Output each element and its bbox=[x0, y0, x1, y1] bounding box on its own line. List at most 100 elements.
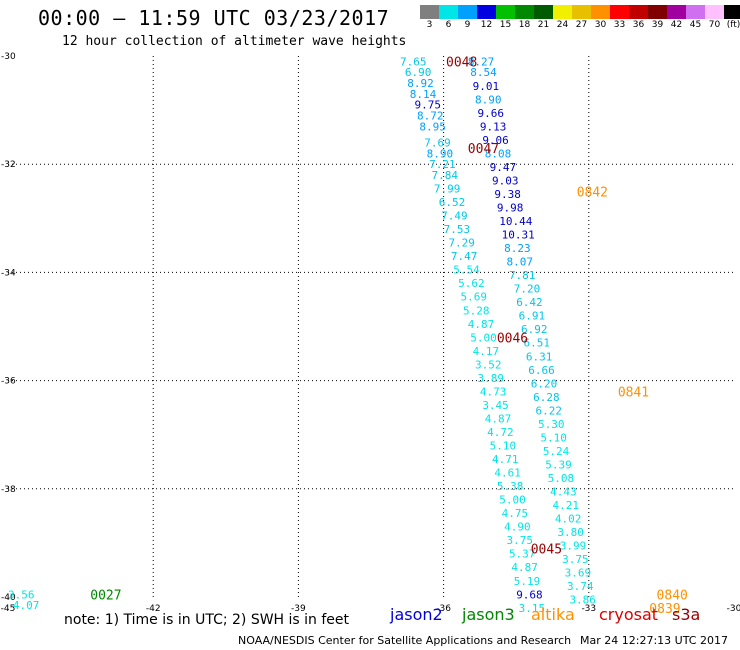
legend-item-jason2: jason2 bbox=[390, 605, 443, 624]
data-point: 3.15 bbox=[519, 602, 546, 615]
time-label: 0840 bbox=[657, 588, 688, 603]
y-tick-label: -36 bbox=[1, 377, 16, 387]
time-label: 0027 bbox=[90, 588, 121, 603]
data-point: 7.84 bbox=[432, 169, 459, 182]
data-point: 4.43 bbox=[550, 486, 577, 499]
data-point: 9.68 bbox=[516, 588, 543, 601]
data-point: 5.10 bbox=[490, 440, 516, 453]
scale-swatch bbox=[439, 5, 458, 19]
data-point: 5.00 bbox=[470, 331, 497, 344]
data-point: 6.42 bbox=[516, 296, 543, 309]
data-point: 9.47 bbox=[490, 161, 516, 174]
data-point: 7.20 bbox=[514, 283, 541, 296]
data-point: 10.31 bbox=[502, 229, 535, 242]
x-tick-label: -33 bbox=[581, 604, 596, 614]
scale-cell: 15 bbox=[496, 5, 515, 30]
data-point: 7.65 bbox=[400, 55, 427, 68]
color-scale: 3 6 9 12 15 18 21 24 27 30 33 36 39 42 45 70 (ft) bbox=[420, 5, 740, 30]
y-tick-label: -30 bbox=[1, 52, 16, 62]
data-point: 3.52 bbox=[475, 358, 502, 371]
scale-label: 3 bbox=[426, 20, 433, 30]
scale-label: 42 bbox=[670, 20, 683, 30]
scale-swatch bbox=[572, 5, 591, 19]
scale-cell: 6 bbox=[439, 5, 458, 30]
data-point: 7.49 bbox=[441, 210, 468, 223]
legend-item-s3a: s3a bbox=[672, 605, 701, 624]
scale-cell: 18 bbox=[515, 5, 534, 30]
data-point: 7.99 bbox=[434, 183, 461, 196]
data-point: 5.54 bbox=[453, 264, 480, 277]
data-point: 8.90 bbox=[427, 147, 454, 160]
data-point: 5.37 bbox=[509, 548, 536, 561]
x-tick-label: -36 bbox=[436, 604, 451, 614]
data-point: 8.90 bbox=[475, 93, 502, 106]
data-point: 5.00 bbox=[499, 494, 526, 507]
scale-cell: 9 bbox=[458, 5, 477, 30]
data-point: 8.92 bbox=[407, 77, 434, 90]
scale-label: 9 bbox=[464, 20, 471, 30]
time-label: 0045 bbox=[531, 542, 562, 557]
data-point: 4.87 bbox=[511, 561, 538, 574]
data-point: 6.28 bbox=[533, 391, 560, 404]
data-point: 8.23 bbox=[504, 242, 530, 255]
scale-swatch bbox=[591, 5, 610, 19]
data-point: 5.39 bbox=[545, 458, 572, 471]
data-point: 4.75 bbox=[502, 507, 529, 520]
data-point: 4.61 bbox=[494, 467, 521, 480]
data-point: 7.47 bbox=[451, 250, 478, 263]
scale-label: 45 bbox=[689, 20, 702, 30]
data-point: 8.14 bbox=[410, 88, 437, 101]
data-point: 6.22 bbox=[536, 404, 563, 417]
time-label: 0048 bbox=[446, 55, 477, 70]
scale-swatch bbox=[477, 5, 496, 19]
data-point: 8.72 bbox=[417, 110, 444, 123]
scale-swatch bbox=[667, 5, 686, 19]
scale-label: 24 bbox=[556, 20, 569, 30]
data-point: 3.80 bbox=[557, 526, 584, 539]
chart-subtitle: 12 hour collection of altimeter wave hei… bbox=[62, 34, 407, 49]
scale-cell: 24 bbox=[553, 5, 572, 30]
legend-item-jason3: jason3 bbox=[462, 605, 515, 624]
data-point: 5.10 bbox=[540, 431, 567, 444]
scale-label: (ft) bbox=[726, 20, 740, 30]
data-point: 6.20 bbox=[531, 377, 558, 390]
data-point: 5.28 bbox=[463, 304, 490, 317]
scale-swatch bbox=[496, 5, 515, 19]
scale-label: 33 bbox=[613, 20, 626, 30]
data-point: 4.02 bbox=[555, 513, 582, 526]
scale-swatch bbox=[724, 5, 740, 19]
scale-cell: 42 bbox=[667, 5, 686, 30]
data-point: 7.53 bbox=[444, 223, 471, 236]
scale-label: 36 bbox=[632, 20, 645, 30]
scale-swatch bbox=[553, 5, 572, 19]
x-tick-label: -45 bbox=[1, 604, 16, 614]
data-point: 9.75 bbox=[415, 99, 442, 112]
scale-label: 21 bbox=[537, 20, 550, 30]
data-point: 9.98 bbox=[497, 201, 523, 214]
data-point: 4.71 bbox=[492, 453, 519, 466]
data-point: 4.87 bbox=[485, 412, 512, 425]
data-point: 6.90 bbox=[405, 66, 432, 79]
time-label: 0839 bbox=[649, 602, 680, 617]
data-point: 9.03 bbox=[492, 174, 519, 187]
data-point: 4.73 bbox=[480, 385, 507, 398]
data-point: 3.69 bbox=[565, 567, 592, 580]
scale-cell: 33 bbox=[610, 5, 629, 30]
data-point: 9.38 bbox=[494, 188, 521, 201]
data-point: 5.30 bbox=[538, 418, 565, 431]
y-tick-label: -34 bbox=[1, 268, 16, 278]
legend-item-altika: altika bbox=[531, 605, 575, 624]
data-point: 4.07 bbox=[13, 599, 40, 612]
legend-item-cryosat: cryosat bbox=[599, 605, 659, 624]
data-point: 7.29 bbox=[448, 237, 475, 250]
data-point: 8.08 bbox=[485, 147, 512, 160]
data-point: 7.69 bbox=[424, 137, 451, 150]
data-point: 5.24 bbox=[543, 445, 570, 458]
data-point: 9.01 bbox=[473, 80, 500, 93]
scale-cell: (ft) bbox=[724, 5, 740, 30]
data-point: 5.69 bbox=[461, 291, 488, 304]
scale-cell: 27 bbox=[572, 5, 591, 30]
data-point: 9.06 bbox=[482, 134, 509, 147]
data-point: 10.44 bbox=[499, 215, 532, 228]
